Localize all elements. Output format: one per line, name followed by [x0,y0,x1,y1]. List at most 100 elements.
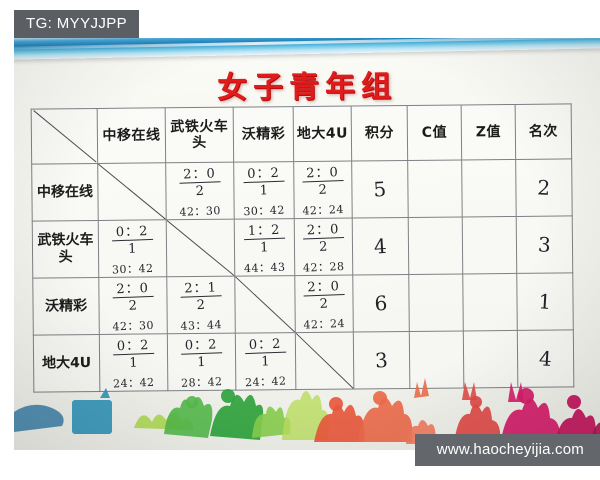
page-title: 女子青年组 [216,69,398,106]
match-cell: 2：1 2 43：44 [166,276,236,334]
col-header-label: 中移在线 [102,127,161,144]
match-sets: 2：0 2 [302,222,344,255]
match-cell: 2：0 2 42：30 [98,276,168,335]
rank-cell: 1 [516,272,574,331]
table-header-row: 中移在线 武铁火车头 沃精彩 地大4U 积分 C值 Z值 名次 [31,103,572,165]
z-value-cell [461,159,517,217]
table-row: 中移在线 2：0 2 42：30 [31,158,573,222]
diagonal-line-icon [295,332,354,389]
match-points-value: 24：42 [112,375,155,391]
match-games-value: 2 [196,297,206,314]
match-games-value: 1 [260,240,269,256]
col-header-team-2: 武铁火车头 [165,107,234,163]
score-cell: 5 [351,160,409,219]
match-sets-value: 0：2 [111,224,153,242]
match-cell-self [97,162,167,221]
row-header-team: 武铁火车头 [32,220,99,279]
match-sets: 0：2 1 [111,224,153,257]
z-value-cell [462,273,518,331]
match-games-value: 2 [319,296,329,312]
match-points-value: 43：44 [180,318,223,333]
score-value: 6 [373,290,389,316]
standings-table-wrapper: 中移在线 武铁火车头 沃精彩 地大4U 积分 C值 Z值 名次 中移在线 [30,103,575,393]
c-value-cell [407,159,463,218]
match-cell: 0：2 1 28：42 [167,333,236,391]
row-header-team: 中移在线 [31,163,99,222]
row-header-label: 沃精彩 [44,297,88,315]
match-games-value: 1 [261,354,270,370]
match-points-value: 28：42 [180,375,223,390]
rank-cell: 3 [516,215,573,274]
match-points-value: 30：42 [243,203,286,219]
col-header-label: 武铁火车头 [170,118,229,152]
standings-table: 中移在线 武铁火车头 沃精彩 地大4U 积分 C值 Z值 名次 中移在线 [30,103,575,393]
row-header-label: 中移在线 [36,183,94,201]
c-value-cell [408,216,463,275]
score-cell: 4 [352,217,409,276]
match-sets: 2：0 2 [303,279,345,312]
col-header-score: 积分 [351,105,408,162]
col-header-team-1: 中移在线 [97,107,166,164]
match-games-value: 1 [128,241,137,257]
match-sets-value: 2：0 [179,166,221,184]
match-sets-value: 0：2 [112,338,154,356]
match-games-value: 2 [319,239,328,255]
match-sets-value: 2：0 [302,222,344,240]
match-sets-value: 0：2 [243,166,285,184]
col-header-label: 名次 [528,123,558,140]
match-sets-value: 1：2 [243,223,285,241]
match-points-value: 42：24 [303,316,346,332]
match-sets: 1：2 1 [243,223,285,256]
rank-value: 1 [537,289,553,315]
match-points-value: 42：24 [302,202,345,218]
match-cell: 2：0 2 42：24 [294,275,354,333]
match-cell: 2：0 2 42：24 [293,161,353,219]
match-games-value: 2 [195,183,205,200]
match-points-value: 24：42 [244,374,287,390]
site-watermark: www.haocheyijia.com [414,434,600,466]
match-cell-self [166,219,235,277]
col-header-team-4: 地大4U [293,106,352,162]
match-sets: 2：1 2 [180,280,222,314]
rank-cell: 2 [515,158,573,217]
table-row: 地大4U 0：2 1 24：42 0：2 1 [33,329,574,393]
match-cell: 0：2 1 24：42 [235,332,296,391]
score-cell: 3 [353,331,410,390]
score-value: 5 [372,176,388,202]
col-header-label: Z值 [475,124,502,141]
col-header-z-value: Z值 [461,104,516,160]
match-games-value: 2 [318,182,328,198]
match-sets: 0：2 1 [112,338,154,371]
c-value-cell [408,273,464,332]
diagonal-line-icon [98,163,166,220]
col-header-label: 地大4U [296,125,349,142]
match-games-value: 1 [197,354,206,371]
col-header-rank: 名次 [515,103,572,160]
match-points-value: 42：28 [302,259,345,275]
match-sets: 2：0 2 [179,166,221,200]
row-header-label: 武铁火车头 [37,232,94,266]
score-cell: 6 [352,274,410,333]
match-cell: 0：2 1 30：42 [98,219,167,278]
tg-watermark: TG: MYYJJPP [14,10,140,38]
match-sets: 0：2 1 [244,337,286,370]
table-body: 中移在线 2：0 2 42：30 [31,158,574,393]
match-sets-value: 0：2 [244,337,286,355]
match-cell: 2：0 2 42：30 [165,162,235,220]
rank-cell: 4 [517,329,574,388]
match-points-value: 30：42 [111,261,154,277]
match-games-value: 1 [259,183,269,199]
row-header-label: 地大4U [41,354,92,372]
match-sets-value: 2：0 [303,279,345,297]
rank-value: 2 [536,175,552,201]
match-sets: 2：0 2 [302,165,344,198]
match-cell: 0：2 1 30：42 [233,161,295,220]
whiteboard-photo: 女子青年组 [14,38,600,450]
match-points-value: 42：30 [112,318,155,334]
rank-value: 4 [538,346,553,372]
match-sets-value: 0：2 [180,337,222,355]
match-cell: 1：2 1 44：43 [234,218,295,277]
match-games-value: 2 [128,298,138,314]
row-header-team: 地大4U [33,334,100,393]
